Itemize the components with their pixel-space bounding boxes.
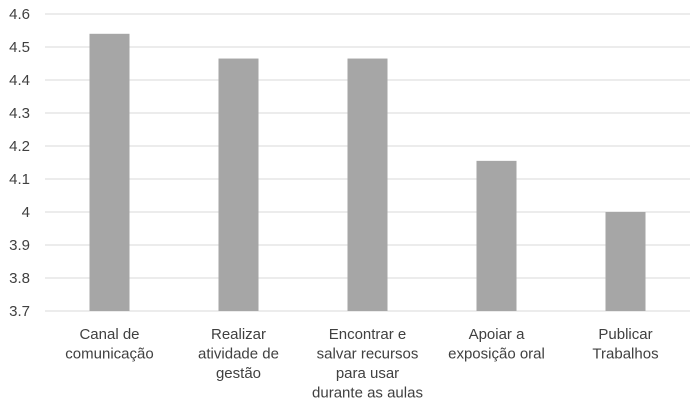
x-category-label-line: atividade de [198,346,279,363]
x-category-label-line: Publicar [598,326,652,343]
x-category-label-line: exposição oral [448,346,545,363]
x-category-label: Canal de comunicação [65,326,153,363]
y-tick-label: 4.4 [9,72,30,89]
x-category-label-line: Trabalhos [592,346,658,363]
x-category-label: Publicar Trabalhos [592,326,658,363]
y-tick-label: 3.9 [9,237,30,254]
y-tick-label: 4 [22,204,30,221]
bars [89,33,646,312]
y-axis-ticks: 3.7 3.8 3.9 4 4.1 4.2 4.3 4.4 4.5 4.6 [9,6,30,320]
x-axis-categories: Canal de comunicação Realizar atividade de g… [65,326,658,402]
y-tick-label: 4.3 [9,105,30,122]
bar [89,33,130,312]
x-category-label-line: durante as aulas [312,385,423,402]
x-category-label: Realizar atividade de gestão [198,326,279,382]
x-category-label-line: para usar [336,365,399,382]
bar [605,212,646,311]
x-category-label-line: Canal de [79,326,139,343]
y-tick-label: 4.6 [9,6,30,23]
y-tick-label: 4.1 [9,171,30,188]
y-tick-label: 3.8 [9,270,30,287]
x-category-label-line: Encontrar e [329,326,407,343]
bar [347,58,388,311]
x-category-label-line: gestão [216,365,261,382]
x-category-label: Encontrar e salvar recursos para usar duran… [312,326,423,402]
bar [218,58,259,311]
x-category-label-line: Realizar [211,326,266,343]
x-category-label: Apoiar a exposição oral [448,326,545,363]
bar [476,160,517,311]
y-tick-label: 4.5 [9,39,30,56]
x-category-label-line: Apoiar a [469,326,526,343]
y-tick-label: 3.7 [9,303,30,320]
x-category-label-line: salvar recursos [317,346,419,363]
y-tick-label: 4.2 [9,138,30,155]
x-category-label-line: comunicação [65,346,153,363]
